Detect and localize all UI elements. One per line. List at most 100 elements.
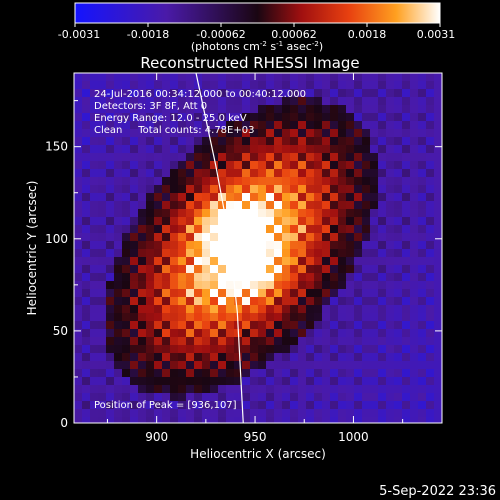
heatmap-cell	[98, 145, 107, 154]
heatmap-cell	[338, 217, 347, 226]
heatmap-cell	[218, 201, 227, 210]
heatmap-cell	[170, 401, 179, 410]
colorbar-ticks: -0.0031 -0.0018 -0.00062 0.00062 0.0018 0.003…	[58, 23, 455, 41]
heatmap-cell	[162, 153, 171, 162]
heatmap-cell	[154, 225, 163, 234]
heatmap-cell	[74, 377, 83, 386]
heatmap-cell	[74, 289, 83, 298]
heatmap-cell	[114, 105, 123, 114]
heatmap-cell	[346, 153, 355, 162]
heatmap-cell	[362, 193, 371, 202]
heatmap-cell	[146, 385, 155, 394]
heatmap-cell	[138, 337, 147, 346]
heatmap-cell	[146, 337, 155, 346]
heatmap-cell	[402, 153, 411, 162]
heatmap-cell	[418, 369, 427, 378]
heatmap-cell	[410, 161, 419, 170]
heatmap-cell	[194, 73, 203, 82]
heatmap-cell	[82, 249, 91, 258]
heatmap-cell	[74, 345, 83, 354]
heatmap-cell	[130, 393, 139, 402]
heatmap-cell	[122, 361, 131, 370]
heatmap-cell	[226, 217, 235, 226]
heatmap-cell	[202, 145, 211, 154]
heatmap-cell	[250, 273, 259, 282]
heatmap-cell	[418, 305, 427, 314]
heatmap-cell	[370, 121, 379, 130]
heatmap-cell	[226, 417, 235, 423]
heatmap-cell	[266, 417, 275, 423]
heatmap-cell	[314, 137, 323, 146]
heatmap-cell	[322, 377, 331, 386]
heatmap-cell	[434, 161, 442, 170]
heatmap-cell	[346, 161, 355, 170]
heatmap-cell	[162, 265, 171, 274]
heatmap-cell	[274, 369, 283, 378]
heatmap-cell	[434, 217, 442, 226]
heatmap-cell	[154, 113, 163, 122]
heatmap-cell	[378, 289, 387, 298]
heatmap-cell	[162, 385, 171, 394]
heatmap-cell	[194, 369, 203, 378]
heatmap-cell	[242, 185, 251, 194]
heatmap-cell	[90, 369, 99, 378]
heatmap-cell	[434, 369, 442, 378]
heatmap-cell	[362, 241, 371, 250]
heatmap-cell	[242, 81, 251, 90]
heatmap-cell	[186, 169, 195, 178]
heatmap-cell	[202, 129, 211, 138]
heatmap-cell	[154, 209, 163, 218]
heatmap-cell	[90, 193, 99, 202]
heatmap-cell	[130, 409, 139, 418]
heatmap-cell	[250, 337, 259, 346]
heatmap-cell	[130, 273, 139, 282]
heatmap-cell	[186, 105, 195, 114]
heatmap-cell	[370, 369, 379, 378]
heatmap-cell	[370, 289, 379, 298]
heatmap-cell	[338, 337, 347, 346]
heatmap-cell	[202, 281, 211, 290]
heatmap-cell	[346, 393, 355, 402]
heatmap-cell	[418, 273, 427, 282]
heatmap-cell	[266, 329, 275, 338]
heatmap-cell	[146, 137, 155, 146]
heatmap-cell	[370, 217, 379, 226]
heatmap-cell	[170, 361, 179, 370]
heatmap-cell	[266, 353, 275, 362]
heatmap-cell	[146, 313, 155, 322]
heatmap-cell	[362, 361, 371, 370]
heatmap-cell	[402, 305, 411, 314]
heatmap-cell	[82, 145, 91, 154]
heatmap-cell	[378, 193, 387, 202]
heatmap-cell	[266, 401, 275, 410]
heatmap-cell	[74, 193, 83, 202]
heatmap-cell	[234, 193, 243, 202]
heatmap-cell	[266, 129, 275, 138]
heatmap-cell	[250, 329, 259, 338]
heatmap-cell	[186, 233, 195, 242]
heatmap-cell	[410, 417, 419, 423]
heatmap-cell	[378, 281, 387, 290]
heatmap-cell	[178, 209, 187, 218]
heatmap-cell	[114, 401, 123, 410]
heatmap-cell	[106, 393, 115, 402]
heatmap-cell	[290, 377, 299, 386]
heatmap-cell	[410, 385, 419, 394]
heatmap-cell	[74, 89, 83, 98]
heatmap-cell	[346, 169, 355, 178]
heatmap-cell	[362, 313, 371, 322]
heatmap-cell	[434, 329, 442, 338]
heatmap-cell	[74, 273, 83, 282]
heatmap-cell	[250, 97, 259, 106]
heatmap-cell	[354, 73, 363, 82]
heatmap-cell	[290, 353, 299, 362]
heatmap-cell	[106, 257, 115, 266]
heatmap-cell	[170, 177, 179, 186]
heatmap-cell	[418, 105, 427, 114]
heatmap-cell	[394, 329, 403, 338]
heatmap-cell	[210, 73, 219, 82]
heatmap-cell	[210, 345, 219, 354]
heatmap-cell	[282, 353, 291, 362]
heatmap-cell	[298, 289, 307, 298]
